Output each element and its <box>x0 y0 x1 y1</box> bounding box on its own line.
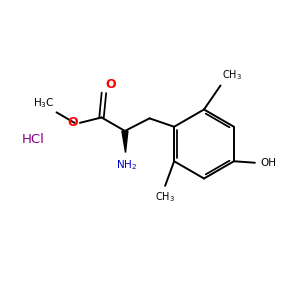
Text: CH$_3$: CH$_3$ <box>154 190 175 204</box>
Text: CH$_3$: CH$_3$ <box>222 68 242 82</box>
Text: HCl: HCl <box>22 133 44 146</box>
Polygon shape <box>122 131 128 152</box>
Text: O: O <box>67 116 77 129</box>
Text: O: O <box>106 78 116 91</box>
Text: H$_3$C: H$_3$C <box>32 96 54 110</box>
Text: NH$_2$: NH$_2$ <box>116 158 137 172</box>
Text: OH: OH <box>260 158 276 168</box>
